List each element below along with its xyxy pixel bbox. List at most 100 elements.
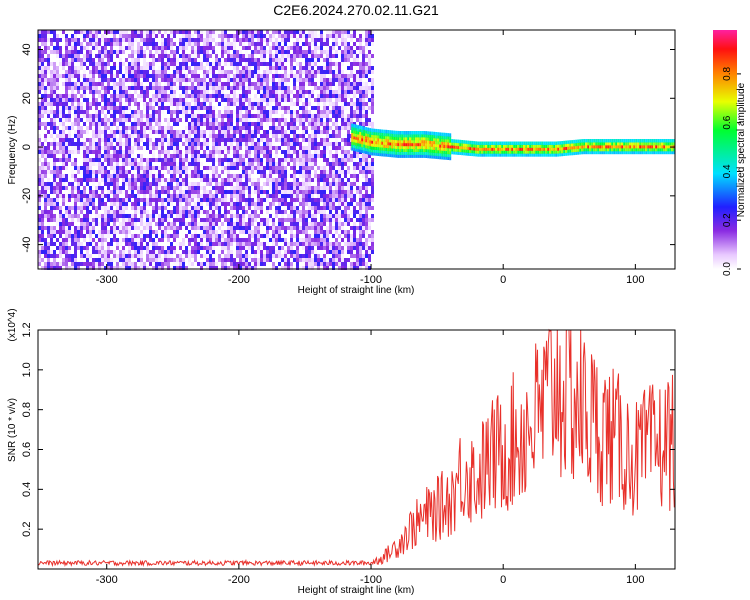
spectrogram-noise-cell [305,198,308,202]
spectrogram-noise-cell [314,150,317,154]
spectrogram-noise-cell [65,174,68,178]
spectrogram-noise-cell [329,30,332,34]
spectrogram-noise-cell [278,66,281,70]
spectrogram-noise-cell [128,178,131,182]
spectrogram-noise-cell [209,194,212,198]
spectrogram-noise-cell [272,158,275,162]
spectrogram-noise-cell [146,94,149,98]
spectrogram-noise-cell [221,134,224,138]
spectrogram-noise-cell [155,130,158,134]
spectrogram-noise-cell [296,54,299,58]
spectrogram-noise-cell [236,254,239,258]
spectrogram-noise-cell [296,182,299,186]
spectrogram-noise-cell [179,198,182,202]
spectrogram-noise-cell [200,170,203,174]
spectrogram-noise-cell [296,46,299,50]
spectrogram-noise-cell [245,58,248,62]
spectrogram-noise-cell [269,90,272,94]
spectrogram-noise-cell [293,42,296,46]
spectrogram-noise-cell [281,226,284,230]
spectrogram-noise-cell [161,90,164,94]
spectrogram-noise-cell [266,206,269,210]
spectrogram-noise-cell [59,142,62,146]
spectrogram-noise-cell [146,194,149,198]
spectrogram-noise-cell [200,222,203,226]
spectrogram-noise-cell [326,122,329,126]
spectrogram-noise-cell [92,250,95,254]
spectrogram-noise-cell [212,130,215,134]
spectrogram-noise-cell [173,186,176,190]
spectrogram-noise-cell [224,186,227,190]
spectrogram-noise-cell [140,230,143,234]
spectrogram-noise-cell [131,194,134,198]
spectrogram-noise-cell [68,230,71,234]
spectrogram-noise-cell [122,74,125,78]
spectrogram-noise-cell [71,42,74,46]
spectrogram-noise-cell [134,166,137,170]
spectrogram-noise-cell [122,210,125,214]
spectrogram-noise-cell [125,118,128,122]
spectrogram-noise-cell [149,102,152,106]
spectrogram-noise-cell [212,38,215,42]
spectrogram-noise-cell [68,74,71,78]
spectrogram-noise-cell [116,54,119,58]
spectrogram-noise-cell [44,146,47,150]
spectrogram-noise-cell [182,214,185,218]
spectrogram-noise-cell [164,266,167,270]
spectrogram-noise-cell [68,154,71,158]
spectrogram-noise-cell [38,238,41,242]
spectrogram-noise-cell [206,150,209,154]
spectrogram-noise-cell [242,118,245,122]
spectrogram-noise-cell [149,162,152,166]
spectrogram-noise-cell [128,70,131,74]
spectrogram-noise-cell [113,42,116,46]
spectrogram-noise-cell [110,258,113,262]
spectrogram-noise-cell [269,62,272,66]
spectrogram-noise-cell [179,82,182,86]
spectrogram-noise-cell [167,126,170,130]
spectrogram-noise-cell [206,114,209,118]
spectrogram-noise-cell [263,106,266,110]
spectrogram-noise-cell [104,98,107,102]
spectrogram-noise-cell [215,186,218,190]
spectrogram-noise-cell [302,258,305,262]
spectrogram-noise-cell [308,118,311,122]
spectrogram-noise-cell [290,70,293,74]
spectrogram-noise-cell [191,250,194,254]
spectrogram-noise-cell [59,138,62,142]
spectrogram-noise-cell [164,178,167,182]
spectrogram-noise-cell [299,238,302,242]
spectrogram-noise-cell [308,214,311,218]
spectrogram-noise-cell [50,98,53,102]
spectrogram-noise-cell [284,82,287,86]
spectrogram-noise-cell [302,214,305,218]
spectrogram-noise-cell [41,110,44,114]
spectrogram-noise-cell [329,202,332,206]
spectrogram-noise-cell [335,118,338,122]
spectrogram-noise-cell [263,46,266,50]
spectrogram-noise-cell [299,218,302,222]
spectrogram-noise-cell [110,174,113,178]
spectrogram-noise-cell [314,174,317,178]
spectrogram-noise-cell [65,78,68,82]
spectrogram-noise-cell [329,258,332,262]
spectrogram-noise-cell [272,162,275,166]
spectrogram-noise-cell [116,70,119,74]
spectrogram-noise-cell [122,166,125,170]
spectrogram-noise-cell [113,258,116,262]
spectrogram-noise-cell [134,206,137,210]
spectrogram-noise-cell [278,178,281,182]
spectrogram-noise-cell [95,122,98,126]
spectrogram-noise-cell [116,206,119,210]
spectrogram-noise-cell [335,242,338,246]
spectrogram-noise-cell [173,94,176,98]
spectrogram-noise-cell [161,70,164,74]
spectrogram-noise-cell [98,230,101,234]
spectrogram-noise-cell [329,210,332,214]
spectrogram-noise-cell [239,58,242,62]
spectrogram-noise-cell [284,170,287,174]
spectrogram-noise-cell [227,38,230,42]
spectrogram-noise-cell [122,110,125,114]
spectrogram-noise-cell [110,266,113,270]
spectrogram-noise-cell [110,94,113,98]
